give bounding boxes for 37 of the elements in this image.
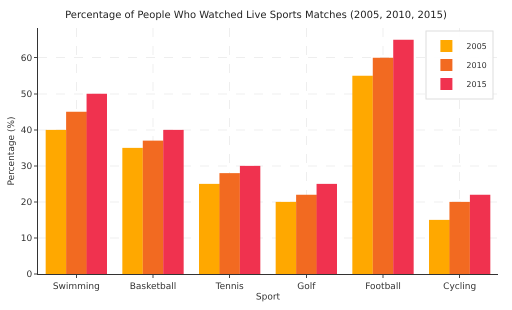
x-tick-label: Tennis <box>214 282 244 292</box>
bar <box>219 173 240 274</box>
bar <box>240 166 260 274</box>
x-tick-label: Basketball <box>130 282 176 292</box>
y-tick-label: 0 <box>26 270 32 280</box>
x-tick-label: Cycling <box>443 282 476 292</box>
x-axis-title: Sport <box>256 292 281 303</box>
bar <box>470 194 490 274</box>
bar <box>122 148 143 274</box>
bar <box>372 58 394 274</box>
y-axis-title: Percentage (%) <box>7 116 18 186</box>
bar <box>429 220 450 274</box>
bar <box>66 112 87 274</box>
bar <box>296 194 317 274</box>
bar <box>163 130 184 274</box>
legend-label: 2005 <box>466 42 487 52</box>
bar <box>352 76 373 274</box>
y-tick-label: 10 <box>20 234 32 244</box>
bar <box>393 40 414 274</box>
chart-title: Percentage of People Who Watched Live Sports Matches (2005, 2010, 2015) <box>65 10 447 21</box>
y-tick-label: 60 <box>20 54 32 64</box>
bar <box>449 202 470 274</box>
bar <box>46 130 66 274</box>
y-tick-label: 40 <box>20 126 32 136</box>
bar <box>199 184 220 274</box>
x-tick-label: Swimming <box>52 282 100 292</box>
bar <box>316 184 337 274</box>
bar <box>276 202 296 274</box>
y-tick-label: 50 <box>20 90 32 100</box>
x-tick-label: Football <box>365 282 401 292</box>
y-tick-label: 20 <box>20 198 32 208</box>
legend-label: 2015 <box>466 80 487 90</box>
bar <box>142 140 164 274</box>
x-tick-label: Golf <box>297 282 316 292</box>
bar <box>86 94 107 274</box>
y-tick-label: 30 <box>20 162 32 172</box>
legend-label: 2010 <box>466 61 487 70</box>
